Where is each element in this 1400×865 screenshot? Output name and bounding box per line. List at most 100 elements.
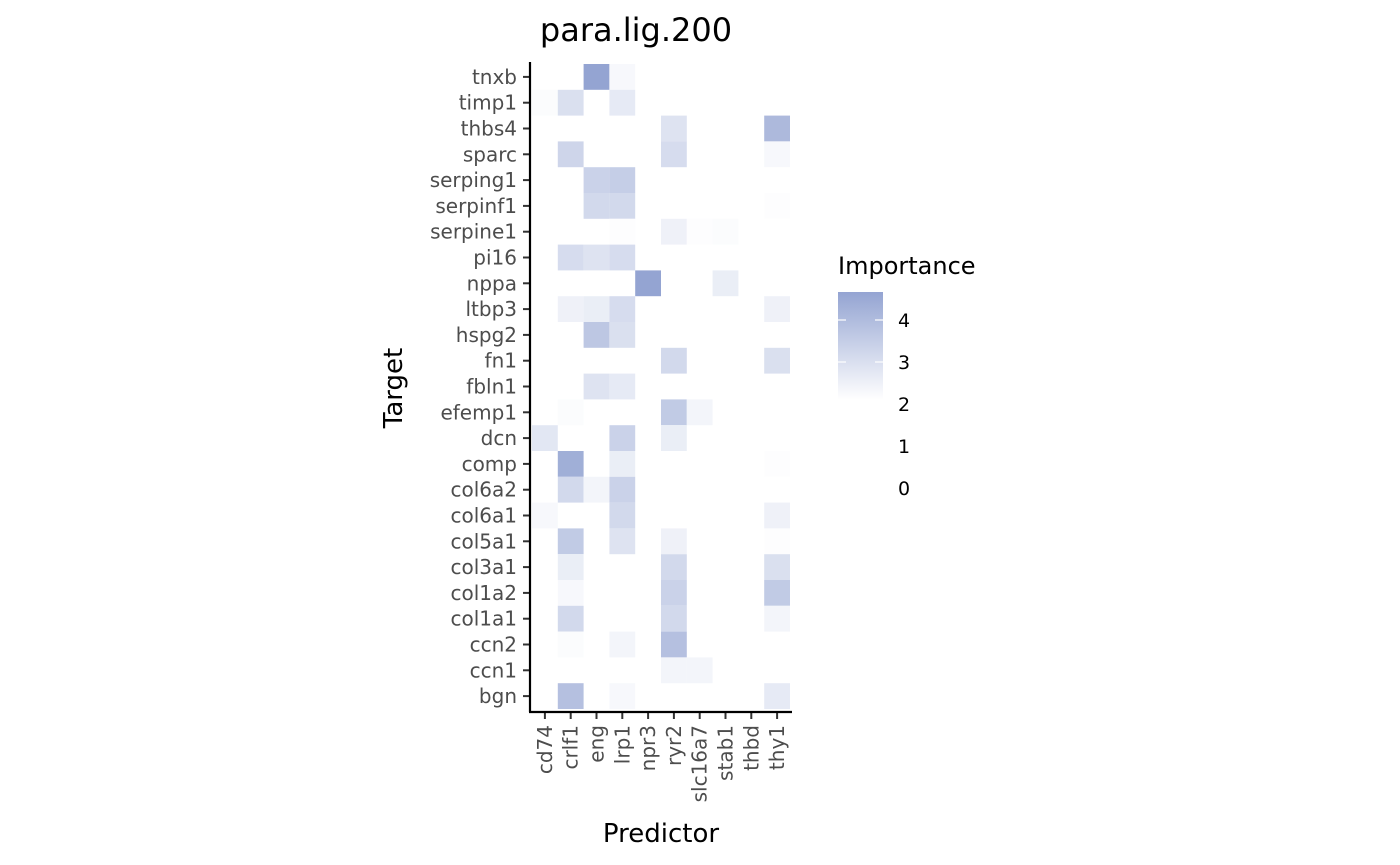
x-tick-label-cd74: cd74 [533,725,557,774]
legend: Importance 4 3 2 1 0 [838,252,976,500]
heatmap-cell-ccn2-crlf1 [557,631,584,658]
x-tick-label-thy1: thy1 [765,725,789,770]
y-tick-label-col1a2: col1a2 [451,581,518,605]
heatmap-cell-col6a2-lrp1 [609,476,636,503]
heatmap-cell-serpine1-stab1 [712,218,739,245]
y-tick-label-comp: comp [462,452,517,476]
y-tick-label-dcn: dcn [481,426,517,450]
y-tick-label-tnxb: tnxb [472,65,517,89]
heatmap-cell-ltbp3-lrp1 [609,296,636,322]
heatmap-cell-ccn1-ryr2 [661,657,687,684]
heatmap-cell-comp-lrp1 [609,451,636,477]
heatmap-cell-dcn-lrp1 [609,425,636,451]
heatmap-cell-pi16-lrp1 [609,244,636,271]
heatmap-cell-efemp1-crlf1 [557,399,584,426]
x-tick-label-crlf1: crlf1 [559,725,583,770]
legend-label-2: 2 [898,394,910,416]
heatmap-cell-bgn-crlf1 [557,683,584,709]
y-tick-label-thbs4: thbs4 [461,117,517,141]
y-tick-label-sparc: sparc [463,142,517,166]
heatmap-cell-col6a1-lrp1 [609,502,636,529]
y-tick-label-bgn: bgn [479,684,517,708]
heatmap-cell-tnxb-lrp1 [609,64,636,90]
legend-label-1: 1 [898,436,910,458]
legend-label-4: 4 [898,310,910,332]
heatmap-cell-tnxb-eng [583,64,610,90]
heatmap-cell-thbs4-ryr2 [661,115,687,142]
heatmap-cell-fbln1-lrp1 [609,373,636,400]
heatmap-cell-comp-crlf1 [557,451,584,477]
x-tick-label-slc16a7: slc16a7 [688,725,712,802]
y-tick-label-ltbp3: ltbp3 [465,297,517,321]
heatmap-cell-pi16-crlf1 [557,244,584,271]
y-tick-label-col1a1: col1a1 [451,607,518,631]
heatmap-cell-col5a1-lrp1 [609,528,636,555]
heatmap-cell-col1a2-ryr2 [661,580,687,606]
heatmap-cell-col5a1-thy1 [764,528,790,555]
heatmap-cell-col6a2-crlf1 [557,476,584,503]
heatmap-cell-hspg2-eng [583,322,610,348]
x-tick-label-ryr2: ryr2 [662,725,686,766]
heatmap-cell-comp-thy1 [764,451,790,477]
x-tick-label-npr3: npr3 [636,725,660,771]
y-tick-label-timp1: timp1 [459,91,517,115]
y-tick-label-hspg2: hspg2 [456,323,517,347]
heatmap-cell-bgn-lrp1 [609,683,636,709]
heatmap-cell-sparc-crlf1 [557,141,584,168]
heatmap-cells [532,64,790,709]
heatmap-cell-nppa-npr3 [635,270,661,297]
heatmap-cell-col6a2-eng [583,476,610,503]
heatmap-cell-serping1-eng [583,167,610,193]
heatmap-cell-ltbp3-eng [583,296,610,322]
legend-label-0: 0 [898,478,910,500]
heatmap-cell-ccn1-slc16a7 [686,657,713,684]
y-tick-label-serpinf1: serpinf1 [435,194,517,218]
heatmap-cell-efemp1-ryr2 [661,399,687,426]
heatmap-cell-ltbp3-thy1 [764,296,790,322]
heatmap-cell-efemp1-slc16a7 [686,399,713,426]
heatmap-cell-ccn2-ryr2 [661,631,687,658]
heatmap-cell-ccn2-lrp1 [609,631,636,658]
heatmap-cell-col6a1-thy1 [764,502,790,529]
heatmap-cell-col3a1-ryr2 [661,554,687,580]
heatmap-cell-ltbp3-crlf1 [557,296,584,322]
heatmap-cell-sparc-ryr2 [661,141,687,168]
y-tick-label-ccn1: ccn1 [470,658,517,682]
y-tick-label-col6a2: col6a2 [451,478,518,502]
heatmap-cell-timp1-lrp1 [609,89,636,116]
x-tick-label-lrp1: lrp1 [610,725,634,764]
y-axis-title: Target [379,348,409,429]
heatmap-cell-serpine1-slc16a7 [686,218,713,245]
y-tick-label-fn1: fn1 [485,349,517,373]
heatmap-cell-pi16-eng [583,244,610,271]
heatmap-cell-timp1-cd74 [532,89,558,116]
heatmap-cell-timp1-crlf1 [557,89,584,116]
heatmap-cell-serpinf1-lrp1 [609,193,636,219]
y-tick-label-ccn2: ccn2 [470,633,517,657]
legend-title: Importance [838,252,976,280]
x-axis-title: Predictor [603,819,719,849]
heatmap-cell-col3a1-crlf1 [557,554,584,580]
y-tick-label-col6a1: col6a1 [451,504,518,528]
heatmap-cell-sparc-thy1 [764,141,790,168]
heatmap-cell-hspg2-lrp1 [609,322,636,348]
heatmap-cell-col6a1-cd74 [532,502,558,529]
heatmap-cell-col1a2-thy1 [764,580,790,606]
heatmap-cell-serpinf1-eng [583,193,610,219]
heatmap-cell-dcn-ryr2 [661,425,687,451]
heatmap-cell-thbs4-thy1 [764,115,790,142]
heatmap-cell-col1a2-crlf1 [557,580,584,606]
chart-title: para.lig.200 [540,11,732,49]
heatmap-cell-serpinf1-thy1 [764,193,790,219]
heatmap-cell-col5a1-ryr2 [661,528,687,555]
heatmap-cell-col1a1-thy1 [764,605,790,632]
x-axis-ticks: cd74 crlf1 eng lrp1 npr3 ryr2 slc16a7 stab1 thbd… [533,713,789,802]
heatmap-cell-col1a1-crlf1 [557,605,584,632]
y-tick-label-efemp1: efemp1 [440,400,517,424]
heatmap-cell-dcn-cd74 [532,425,558,451]
heatmap-cell-col1a1-ryr2 [661,605,687,632]
legend-colorbar [838,292,883,400]
heatmap-cell-col5a1-crlf1 [557,528,584,555]
legend-label-3: 3 [898,352,910,374]
